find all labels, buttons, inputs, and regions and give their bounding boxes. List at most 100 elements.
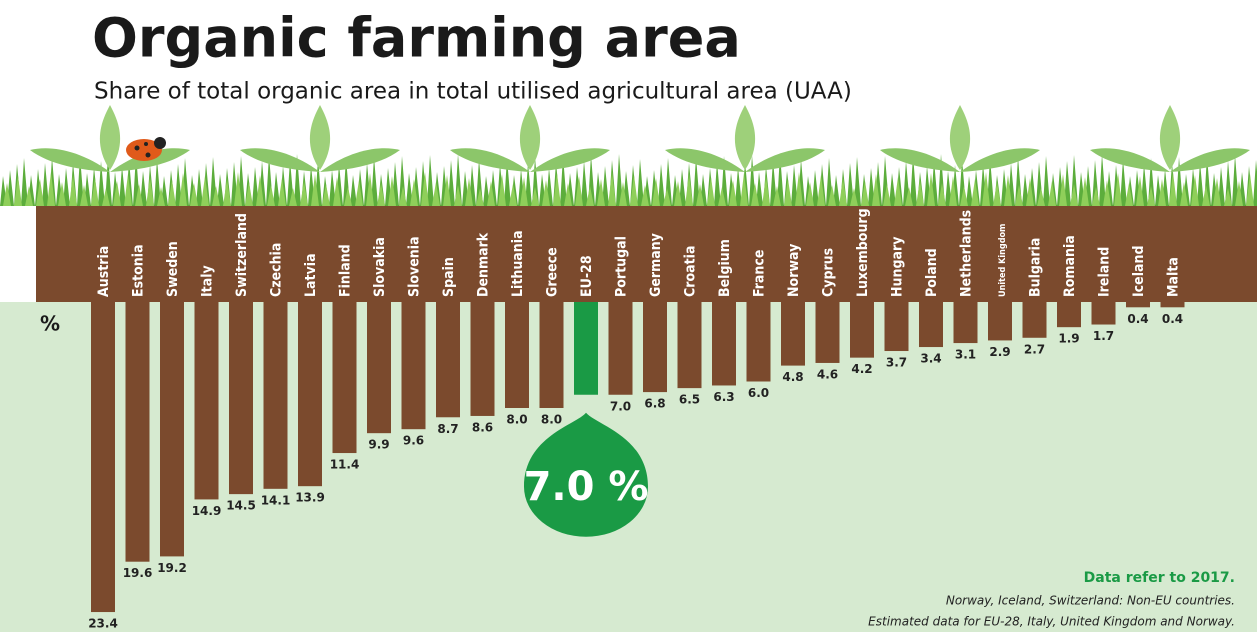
category-label: Lithuania [510, 230, 526, 297]
sprout [519, 105, 541, 170]
sprout [1159, 105, 1181, 170]
bar [436, 302, 460, 418]
category-label: Austria [96, 246, 112, 297]
value-label: 2.7 [1024, 342, 1045, 356]
sprout [240, 148, 320, 172]
chart-subtitle: Share of total organic area in total uti… [94, 79, 852, 105]
category-label: EU-28 [579, 255, 595, 297]
sprout [949, 105, 971, 170]
bar [677, 302, 702, 389]
category-label: Poland [924, 248, 940, 297]
ladybug [126, 137, 166, 161]
value-label: 6.3 [713, 390, 734, 404]
sprout [745, 148, 825, 172]
category-label: Iceland [1131, 246, 1147, 298]
value-label: 4.8 [782, 370, 803, 384]
category-label: Cyprus [821, 248, 837, 297]
bar [298, 302, 322, 487]
sprout [309, 105, 331, 170]
value-label: 8.7 [437, 422, 458, 436]
grass-blades [3, 172, 1254, 206]
category-label: Greece [545, 247, 561, 297]
sprout [320, 148, 400, 172]
category-label: Finland [338, 244, 354, 297]
value-label: 19.6 [123, 566, 153, 580]
bar [1126, 302, 1150, 308]
bar [332, 302, 357, 454]
bar [125, 302, 150, 562]
bar [643, 302, 667, 393]
bar [815, 302, 840, 363]
value-label: 6.8 [644, 397, 665, 411]
soil-band [36, 205, 1257, 302]
category-label: Malta [1166, 257, 1182, 297]
bar [1091, 302, 1116, 325]
value-label: 23.4 [88, 617, 118, 631]
bar [781, 302, 805, 366]
value-label: 3.4 [920, 352, 941, 366]
category-label: United Kingdom [998, 224, 1008, 298]
bar [194, 302, 219, 500]
unit-label: % [40, 312, 60, 336]
value-label: 1.7 [1093, 329, 1114, 343]
value-label: 0.4 [1127, 312, 1148, 326]
sprout [1090, 148, 1170, 172]
bar [470, 302, 495, 416]
category-label: Netherlands [959, 210, 975, 297]
value-label: 7.0 % [524, 464, 649, 510]
value-label: 9.6 [403, 434, 424, 448]
category-label: Czechia [269, 243, 285, 297]
bar [1022, 302, 1047, 338]
bar [988, 302, 1012, 341]
sprout [1170, 148, 1250, 172]
value-label: 6.0 [748, 386, 769, 400]
value-label: 9.9 [368, 438, 389, 452]
bar [401, 302, 426, 430]
category-label: Norway [786, 244, 802, 297]
value-label: 14.1 [261, 493, 291, 507]
category-label: Croatia [683, 246, 699, 297]
bar [746, 302, 771, 382]
value-label: 6.5 [679, 393, 700, 407]
value-label: 8.6 [472, 420, 493, 434]
callout-bubble [524, 412, 648, 537]
bar [712, 302, 736, 386]
note: Data refer to 2017. [1084, 570, 1235, 586]
chart-title: Organic farming area [92, 7, 741, 70]
category-label: Latvia [303, 253, 319, 297]
value-label: 2.9 [989, 345, 1010, 359]
bar [229, 302, 253, 495]
value-label: 4.2 [851, 362, 872, 376]
value-label: 19.2 [157, 561, 187, 575]
category-label: Estonia [131, 244, 147, 297]
category-label: Luxembourg [855, 208, 871, 297]
bar [1160, 302, 1185, 308]
sprout [734, 105, 756, 170]
bar [574, 302, 598, 395]
category-label: Denmark [476, 232, 492, 297]
category-label: Bulgaria [1028, 238, 1044, 297]
sprout [960, 148, 1040, 172]
category-label: Romania [1062, 235, 1078, 297]
sprout [665, 148, 745, 172]
value-label: 14.9 [192, 504, 222, 518]
category-label: Germany [648, 233, 664, 297]
category-label: Slovenia [407, 236, 423, 297]
grass [0, 105, 1257, 206]
sprout [880, 148, 960, 172]
bar [91, 302, 115, 613]
note: Norway, Iceland, Switzerland: Non-EU cou… [946, 594, 1235, 608]
sprout [30, 148, 110, 172]
bar [539, 302, 564, 408]
bar [1057, 302, 1081, 328]
value-label: 14.5 [226, 499, 256, 513]
sprout [99, 105, 121, 170]
category-label: Spain [441, 257, 457, 297]
sprout [530, 148, 610, 172]
bar [919, 302, 943, 348]
category-label: Switzerland [234, 213, 250, 297]
category-label: Portugal [614, 236, 630, 297]
value-label: 4.6 [817, 367, 838, 381]
value-label: 8.0 [506, 413, 527, 427]
